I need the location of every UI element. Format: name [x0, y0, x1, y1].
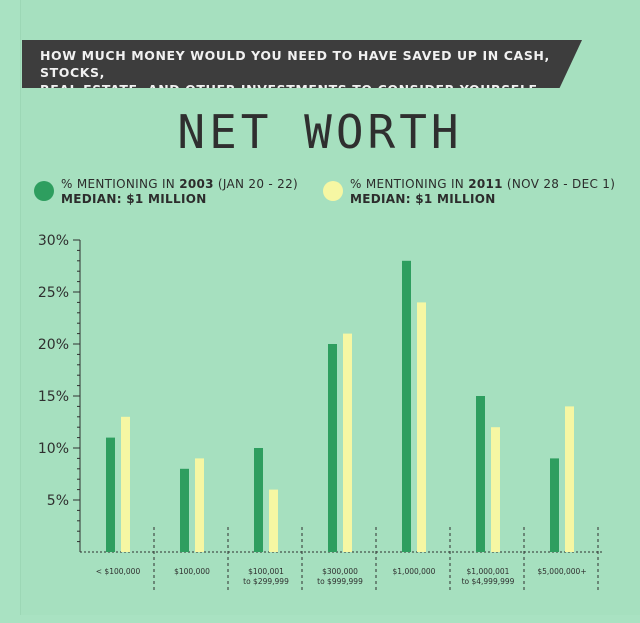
bar-2003	[402, 260, 411, 552]
x-tick-label: $100,000	[174, 567, 210, 576]
chart-title: NET WORTH	[177, 105, 463, 159]
bar-2003	[180, 468, 189, 552]
x-tick-label: $100,001	[248, 567, 284, 576]
bar-2003	[476, 396, 485, 552]
bar-2011	[195, 458, 204, 552]
x-tick-label: < $100,000	[96, 567, 141, 576]
legend-dot-2011	[323, 181, 343, 201]
bar-2003	[550, 458, 559, 552]
bar-2003	[328, 344, 337, 552]
legend-label-2011: % MENTIONING IN 2011 (NOV 28 - DEC 1)	[350, 177, 616, 191]
bar-2003	[254, 448, 263, 552]
legend-median-2011: MEDIAN: $1 MILLION	[350, 192, 496, 206]
legend-dot-2003	[34, 181, 54, 201]
x-tick-label: to $299,999	[243, 577, 289, 586]
y-tick-label: 15%	[38, 389, 69, 405]
y-tick-label: 5%	[47, 493, 69, 509]
bar-2011	[269, 489, 278, 552]
x-tick-label: $1,000,000	[393, 567, 436, 576]
y-tick-label: 25%	[38, 285, 69, 301]
bar-2011	[121, 416, 130, 552]
bar-2011	[417, 302, 426, 552]
legend-median-2003: MEDIAN: $1 MILLION	[61, 192, 207, 206]
y-tick-label: 30%	[38, 233, 69, 249]
bar-2011	[491, 427, 500, 552]
question-line-2: REAL ESTATE, AND OTHER INVESTMENTS TO CO…	[40, 81, 572, 88]
bar-2011	[565, 406, 574, 552]
bar-2003	[106, 437, 115, 552]
x-tick-label: $1,000,001	[467, 567, 510, 576]
bar-2011	[343, 333, 352, 552]
x-tick-label: to $999,999	[317, 577, 363, 586]
question-line-1: HOW MUCH MONEY WOULD YOU NEED TO HAVE SA…	[40, 48, 550, 80]
y-tick-label: 20%	[38, 337, 69, 353]
x-tick-label: $5,000,000+	[537, 567, 586, 576]
question-banner: HOW MUCH MONEY WOULD YOU NEED TO HAVE SA…	[22, 40, 582, 88]
x-tick-label: to $4,999,999	[462, 577, 515, 586]
legend-label-2003: % MENTIONING IN 2003 (JAN 20 - 22)	[61, 177, 299, 191]
x-tick-label: $300,000	[322, 567, 358, 576]
y-tick-label: 10%	[38, 441, 69, 457]
